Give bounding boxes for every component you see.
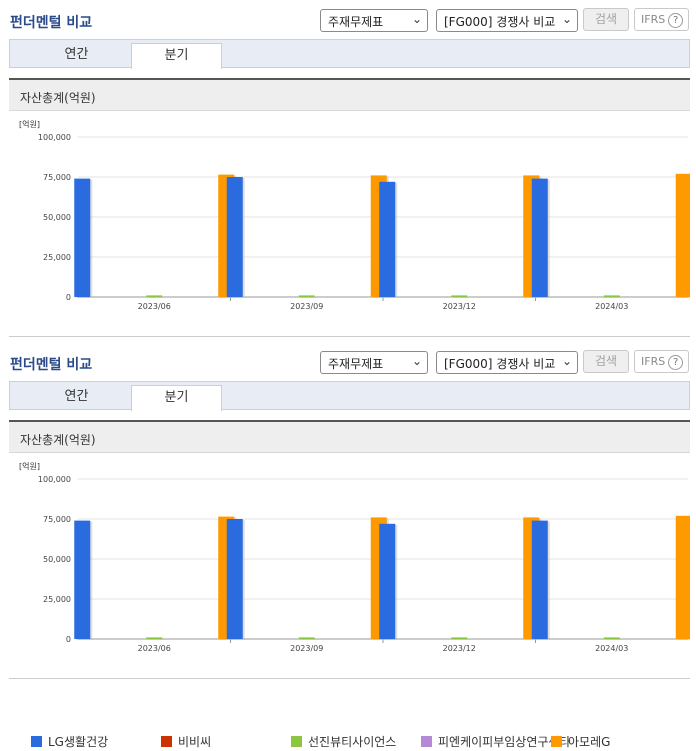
bar	[298, 637, 315, 639]
fundamental-comparison-panel: 펀더멘털 비교 주재무제표 ⌄ [FG000] 경쟁사 비교 ⌄ 검색 IFRS…	[0, 0, 696, 407]
ifrs-button[interactable]: IFRS?	[634, 350, 689, 373]
statement-select[interactable]: 주재무제표 ⌄	[320, 9, 428, 32]
statement-select-value: 주재무제표	[328, 357, 384, 371]
legend-swatch	[161, 736, 172, 747]
tab-annual[interactable]: 연간	[64, 47, 89, 62]
y-tick-label: 25,000	[43, 595, 71, 604]
search-button[interactable]: 검색	[583, 350, 629, 373]
x-tick-label: 2024/03	[595, 302, 628, 311]
legend-swatch	[31, 736, 42, 747]
unit-label: [억원]	[19, 461, 40, 471]
bar-shadow	[453, 638, 470, 640]
chart-header: 자산총계(억원)	[9, 422, 690, 453]
bar-shadow	[453, 296, 470, 298]
bar	[379, 523, 396, 639]
bar-shadow	[605, 296, 622, 298]
bar	[603, 637, 620, 639]
chart-title: 자산총계(억원)	[20, 433, 96, 447]
unit-label: [억원]	[19, 119, 40, 129]
statement-select[interactable]: 주재무제표 ⌄	[320, 351, 428, 374]
y-tick-label: 100,000	[38, 475, 71, 484]
bar-shadow	[148, 638, 165, 640]
bar-shadow	[148, 296, 165, 298]
bar	[531, 520, 548, 639]
compare-select[interactable]: [FG000] 경쟁사 비교 ⌄	[436, 351, 578, 374]
ifrs-label: IFRS	[641, 355, 666, 368]
bar	[74, 520, 91, 639]
bar	[146, 295, 163, 297]
help-icon[interactable]: ?	[668, 355, 684, 370]
y-tick-label: 0	[66, 293, 71, 302]
y-tick-label: 25,000	[43, 253, 71, 262]
bar-chart: [억원] 100,000 75,000 50,000 25,000 0 2023/06 202…	[19, 461, 690, 653]
chevron-down-icon: ⌄	[561, 12, 572, 26]
bar	[226, 519, 243, 639]
bar	[298, 295, 315, 297]
legend-label: LG생활건강	[48, 735, 109, 749]
tab-annual[interactable]: 연간	[64, 389, 89, 404]
chart-header: 자산총계(억원)	[9, 80, 690, 111]
bar	[675, 515, 690, 639]
bar-chart: [억원] 100,000 75,000 50,000 25,000 0 2023/06 202…	[19, 119, 690, 311]
compare-select-value: [FG000] 경쟁사 비교	[444, 15, 556, 29]
legend-item[interactable]: 비비씨	[161, 733, 211, 750]
bar	[531, 178, 548, 297]
legend-item[interactable]: 선진뷰티사이언스	[291, 733, 396, 750]
y-tick-label: 75,000	[43, 173, 71, 182]
x-tick-label: 2023/09	[290, 302, 323, 311]
tab-quarterly[interactable]: 분기	[131, 43, 222, 69]
tab-quarterly[interactable]: 분기	[131, 385, 222, 411]
legend-item[interactable]: 아모레G	[551, 733, 610, 750]
x-tick-label: 2023/06	[138, 644, 171, 653]
y-tick-label: 0	[66, 635, 71, 644]
bar-shadow	[605, 638, 622, 640]
chevron-down-icon: ⌄	[411, 354, 422, 368]
legend-swatch	[291, 736, 302, 747]
panel-title: 펀더멘털 비교	[10, 357, 93, 373]
bar-shadow	[300, 638, 317, 640]
bar	[675, 173, 690, 297]
chevron-down-icon: ⌄	[561, 354, 572, 368]
x-tick-label: 2023/09	[290, 644, 323, 653]
x-tick-label: 2023/12	[443, 644, 476, 653]
y-tick-label: 75,000	[43, 515, 71, 524]
help-icon[interactable]: ?	[668, 13, 684, 28]
legend-label: 선진뷰티사이언스	[308, 735, 397, 749]
compare-select[interactable]: [FG000] 경쟁사 비교 ⌄	[436, 9, 578, 32]
period-tabs: 연간 분기	[9, 381, 690, 411]
chevron-down-icon: ⌄	[411, 12, 422, 26]
legend-item[interactable]: LG생활건강	[31, 733, 108, 750]
chart-container: 자산총계(억원) [억원] 100,000 75,000 50,000 25,000 0 2…	[9, 420, 690, 749]
y-tick-label: 100,000	[38, 133, 71, 142]
chart-title: 자산총계(억원)	[20, 91, 96, 105]
legend-swatch	[421, 736, 432, 747]
bar	[146, 637, 163, 639]
x-tick-label: 2024/03	[595, 644, 628, 653]
ifrs-button[interactable]: IFRS?	[634, 8, 689, 31]
legend-label: 비비씨	[178, 735, 212, 749]
x-tick-label: 2023/12	[443, 302, 476, 311]
y-tick-label: 50,000	[43, 213, 71, 222]
panel-title: 펀더멘털 비교	[10, 15, 93, 31]
bar	[226, 177, 243, 297]
period-tabs: 연간 분기	[9, 39, 690, 69]
bar	[451, 295, 468, 297]
statement-select-value: 주재무제표	[328, 15, 384, 29]
bar	[603, 295, 620, 297]
x-tick-label: 2023/06	[138, 302, 171, 311]
fundamental-comparison-panel: 펀더멘털 비교 주재무제표 ⌄ [FG000] 경쟁사 비교 ⌄ 검색 IFRS…	[0, 342, 696, 749]
search-button[interactable]: 검색	[583, 8, 629, 31]
legend-item[interactable]: 피엔케이피부임상연구센타	[421, 733, 570, 750]
bar	[74, 178, 91, 297]
legend-label: 아모레G	[568, 735, 611, 749]
bar	[379, 181, 396, 297]
ifrs-label: IFRS	[641, 13, 666, 26]
compare-select-value: [FG000] 경쟁사 비교	[444, 357, 556, 371]
y-tick-label: 50,000	[43, 555, 71, 564]
chart-container: 자산총계(억원) [억원] 100,000 75,000 50,000 25,000 0 2…	[9, 78, 690, 407]
legend-swatch	[551, 736, 562, 747]
bar-shadow	[300, 296, 317, 298]
bar	[451, 637, 468, 639]
